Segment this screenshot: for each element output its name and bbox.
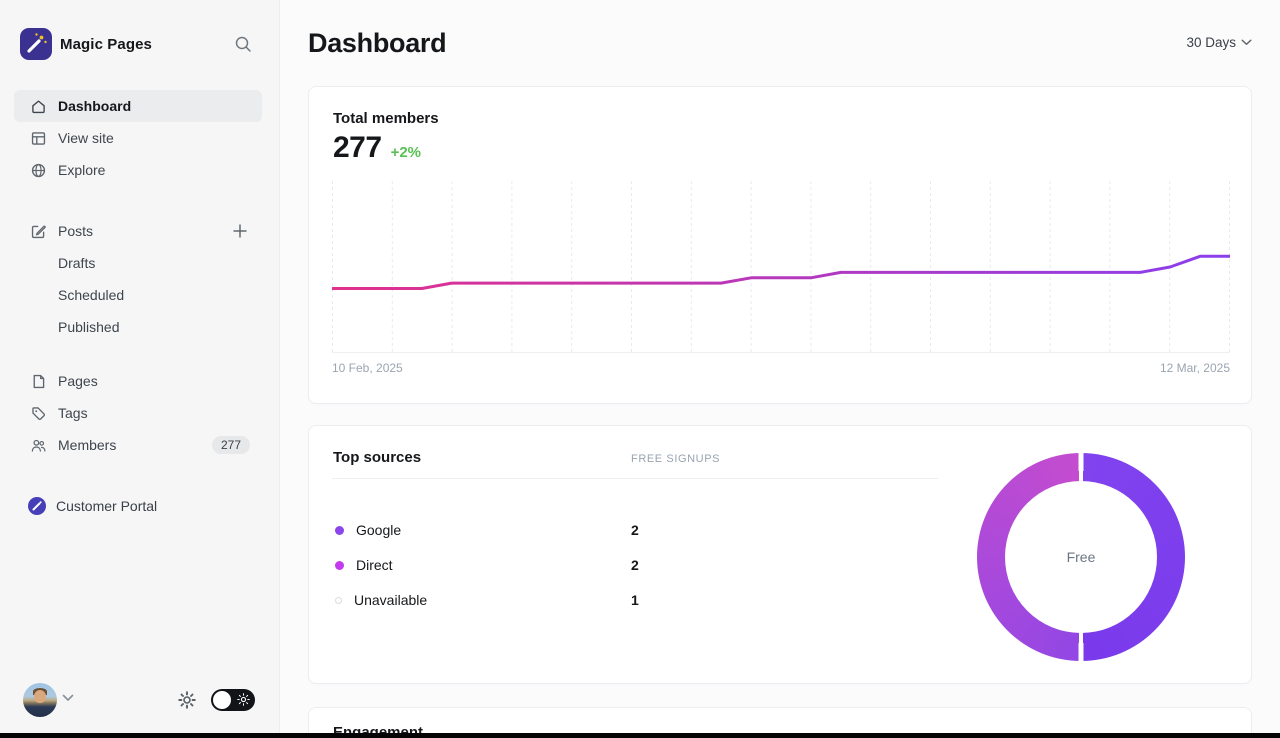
customer-portal-icon	[28, 497, 46, 515]
source-row-google[interactable]: Google	[332, 519, 401, 541]
sidebar: Magic Pages Dashboard View site	[0, 0, 280, 738]
source-row-direct[interactable]: Direct	[332, 554, 393, 576]
sidebar-item-customer-portal[interactable]: Customer Portal	[14, 490, 262, 522]
toggle-knob	[213, 691, 231, 709]
browser-window-icon	[30, 130, 47, 147]
chart-date-labels: 10 Feb, 2025 12 Mar, 2025	[332, 361, 1230, 375]
dark-mode-toggle[interactable]	[211, 689, 255, 711]
source-dot	[335, 525, 344, 535]
sidebar-item-label: Scheduled	[58, 287, 125, 303]
sidebar-item-label: View site	[58, 130, 114, 146]
source-label: Unavailable	[354, 592, 428, 608]
free-signups-column-header: FREE SIGNUPS	[631, 453, 721, 465]
source-dot	[335, 596, 342, 604]
donut-center-label: Free	[1066, 549, 1096, 565]
sidebar-item-members[interactable]: Members 277	[14, 429, 262, 461]
date-range-value: 30 Days	[1186, 35, 1236, 50]
sidebar-item-dashboard[interactable]: Dashboard	[14, 90, 262, 122]
source-value: 2	[631, 522, 639, 538]
edit-post-icon	[30, 223, 47, 240]
sidebar-item-label: Dashboard	[58, 98, 132, 114]
total-members-value: 277	[333, 131, 382, 164]
total-members-card: Total members 277 +2% 10 Feb, 2025 12	[308, 86, 1252, 404]
sidebar-nav: Dashboard View site Explore Posts	[14, 90, 262, 461]
total-members-metric: 277 +2%	[333, 131, 421, 165]
sidebar-item-posts[interactable]: Posts	[14, 215, 262, 247]
avatar-image	[34, 690, 46, 703]
sidebar-item-label: Posts	[58, 223, 94, 239]
brand-name: Magic Pages	[60, 36, 152, 53]
source-label: Google	[356, 522, 402, 538]
sidebar-item-view-site[interactable]: View site	[14, 122, 262, 154]
top-sources-card: Top sources FREE SIGNUPS Google 2 Direct…	[308, 425, 1252, 684]
sidebar-item-label: Pages	[58, 373, 98, 389]
total-members-delta: +2%	[390, 144, 422, 161]
sidebar-item-label: Tags	[58, 405, 88, 421]
free-signups-donut: Free	[977, 453, 1185, 661]
sidebar-item-published[interactable]: Published	[14, 311, 262, 343]
search-icon	[235, 36, 251, 52]
total-members-title: Total members	[333, 110, 439, 127]
top-sources-title: Top sources	[333, 449, 422, 466]
search-button[interactable]	[230, 31, 256, 57]
customer-portal-label: Customer Portal	[56, 498, 158, 514]
chart-start-date: 10 Feb, 2025	[332, 361, 403, 375]
chevron-down-icon	[1241, 39, 1252, 46]
user-menu-chevron[interactable]	[62, 694, 74, 702]
settings-button[interactable]	[176, 689, 198, 711]
source-dot	[335, 560, 344, 570]
donut-hole: Free	[1005, 481, 1157, 633]
sidebar-item-label: Published	[58, 319, 120, 335]
new-post-button[interactable]	[230, 221, 250, 241]
sidebar-item-pages[interactable]: Pages	[14, 365, 262, 397]
divider	[332, 478, 938, 479]
sidebar-item-label: Explore	[58, 162, 106, 178]
page-title: Dashboard	[308, 28, 447, 58]
members-count-badge: 277	[211, 436, 250, 454]
gear-icon	[178, 691, 196, 709]
sidebar-item-label: Drafts	[58, 255, 96, 271]
page-icon	[30, 373, 47, 390]
sidebar-item-scheduled[interactable]: Scheduled	[14, 279, 262, 311]
magic-wand-icon	[27, 33, 47, 53]
user-avatar[interactable]	[23, 683, 57, 717]
source-value: 1	[631, 592, 639, 608]
sidebar-item-explore[interactable]: Explore	[14, 154, 262, 186]
chart-end-date: 12 Mar, 2025	[1159, 361, 1230, 375]
members-icon	[30, 437, 47, 454]
chevron-down-icon	[62, 694, 74, 701]
main-content: Dashboard 30 Days Total members 277 +2%	[281, 0, 1280, 738]
sidebar-item-tags[interactable]: Tags	[14, 397, 262, 429]
tag-icon	[30, 405, 47, 422]
globe-icon	[30, 162, 47, 179]
sidebar-item-drafts[interactable]: Drafts	[14, 247, 262, 279]
members-line-chart	[332, 181, 1230, 353]
source-row-unavailable[interactable]: Unavailable	[332, 589, 427, 611]
source-label: Direct	[356, 557, 393, 573]
date-range-dropdown[interactable]: 30 Days	[1186, 35, 1252, 50]
sidebar-item-label: Members	[58, 437, 117, 453]
plus-icon	[233, 224, 247, 238]
brand-logo[interactable]	[20, 28, 52, 60]
source-value: 2	[631, 557, 639, 573]
home-icon	[30, 98, 47, 115]
screen-bottom-strip	[0, 733, 1280, 738]
engagement-card: Engagement	[308, 707, 1252, 738]
sun-icon	[237, 693, 250, 706]
